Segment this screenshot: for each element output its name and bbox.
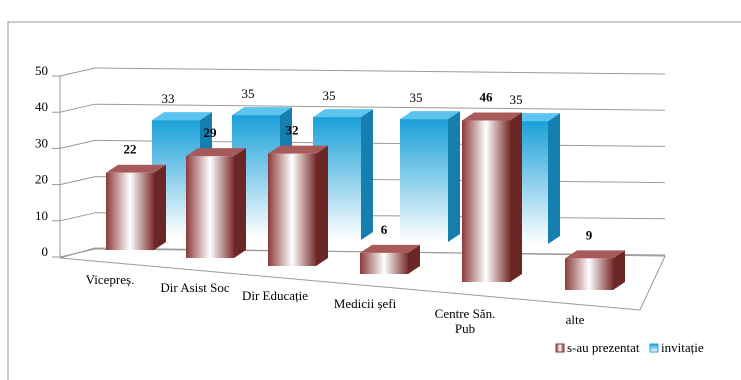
- bar: [106, 172, 154, 250]
- legend-label: s-au prezentat: [567, 340, 640, 355]
- bar-side: [234, 148, 246, 258]
- bar-side: [548, 113, 560, 244]
- bar-top: [106, 164, 166, 173]
- bar-side: [448, 111, 460, 242]
- bar-top: [268, 145, 328, 154]
- bar-side: [316, 145, 328, 266]
- bar-side: [361, 109, 373, 240]
- bar: [268, 153, 316, 266]
- x-tick-label: Medicii șefi: [333, 296, 397, 311]
- x-tick-label: Centre Săn. Pub: [434, 306, 496, 336]
- grid-line: [59, 212, 96, 222]
- bar-top: [186, 148, 246, 157]
- value-label: 35: [510, 92, 523, 107]
- grid-line: [59, 139, 96, 149]
- grid-line: [59, 248, 96, 258]
- legend-swatch: [555, 343, 565, 353]
- y-tick-label: 40: [35, 99, 48, 114]
- value-label: 35: [242, 86, 255, 101]
- value-label: 22: [124, 142, 137, 157]
- value-label: 29: [204, 125, 218, 140]
- legend-swatch: [649, 343, 659, 353]
- legend-label: invitație: [661, 340, 704, 355]
- bar-top: [360, 244, 420, 253]
- bar-side: [154, 164, 166, 250]
- frame: [7, 21, 741, 380]
- y-tick-label: 50: [35, 63, 48, 78]
- bar-side: [510, 112, 522, 282]
- x-tick-label: Dir Asist Soc: [160, 280, 230, 295]
- grid-line: [59, 176, 96, 186]
- x-tick-label: Vicepreș.: [85, 272, 135, 287]
- y-tick-label: 0: [42, 244, 49, 259]
- bar-top: [462, 112, 522, 121]
- x-tick-label: Dir Educație: [241, 288, 309, 303]
- bar: [462, 120, 510, 282]
- y-tick-label: 10: [35, 208, 48, 223]
- grid-line: [94, 67, 666, 75]
- bar: [360, 252, 408, 274]
- y-tick-label: 20: [35, 172, 48, 187]
- y-tick-label: 30: [35, 135, 48, 150]
- bar-side: [613, 250, 625, 290]
- bar-top: [313, 109, 373, 118]
- bar-side: [408, 244, 420, 274]
- grid-line: [59, 103, 96, 113]
- bar: [400, 119, 448, 242]
- value-label: 9: [586, 227, 593, 242]
- x-tick-label: alte: [565, 312, 585, 327]
- value-label: 35: [410, 90, 423, 105]
- bar-top: [232, 107, 292, 116]
- bar: [565, 258, 613, 290]
- value-label: 6: [381, 222, 388, 237]
- bar-top: [565, 250, 625, 259]
- bar: [186, 156, 234, 258]
- value-label: 46: [480, 89, 494, 104]
- grid-line: [94, 103, 666, 111]
- grid-line: [59, 67, 96, 77]
- bar-top: [400, 111, 460, 120]
- bar-top: [152, 112, 212, 121]
- value-label: 33: [162, 91, 175, 106]
- value-label: 32: [286, 123, 299, 138]
- value-label: 35: [323, 88, 336, 103]
